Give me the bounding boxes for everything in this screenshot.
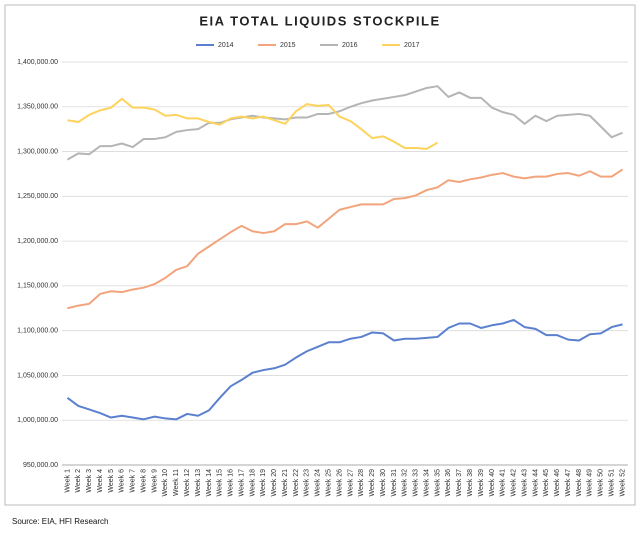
x-tick-label: Week 18 [249,469,256,497]
y-tick-label: 1,250,000.00 [17,193,58,200]
x-tick-label: Week 40 [489,469,496,497]
y-tick-label: 1,050,000.00 [17,372,58,379]
x-tick-label: Week 39 [478,469,485,497]
chart-frame [4,4,636,506]
series-line [67,97,439,150]
legend-label: 2015 [280,42,296,49]
x-tick-label: Week 44 [532,469,539,497]
x-tick-label: Week 23 [304,469,311,497]
y-tick-label: 1,100,000.00 [17,328,58,335]
x-tick-label: Week 42 [511,469,518,497]
x-tick-label: Week 51 [609,469,616,497]
x-tick-label: Week 13 [195,469,202,497]
x-tick-label: Week 25 [326,469,333,497]
x-tick-label: Week 46 [554,469,561,497]
x-tick-label: Week 35 [434,469,441,497]
x-tick-label: Week 41 [500,469,507,497]
x-tick-label: Week 24 [315,469,322,497]
series-line [66,85,623,161]
y-tick-label: 950,000.00 [23,462,58,469]
x-tick-label: Week 6 [119,469,126,493]
x-tick-label: Week 9 [151,469,158,493]
x-tick-label: Week 10 [162,469,169,497]
x-tick-label: Week 17 [238,469,245,497]
x-tick-label: Week 27 [347,469,354,497]
x-tick-label: Week 8 [140,469,147,493]
y-tick-label: 1,350,000.00 [17,104,58,111]
x-tick-label: Week 1 [64,469,71,493]
x-tick-label: Week 26 [336,469,343,497]
x-tick-label: Week 16 [228,469,235,497]
x-tick-label: Week 49 [587,469,594,497]
y-tick-label: 1,300,000.00 [17,148,58,155]
y-tick-label: 1,000,000.00 [17,417,58,424]
x-tick-label: Week 4 [97,469,104,493]
x-tick-label: Week 48 [576,469,583,497]
series-line [66,318,623,421]
x-tick-label: Week 12 [184,469,191,497]
x-tick-label: Week 22 [293,469,300,497]
legend-label: 2016 [342,42,358,49]
x-tick-label: Week 2 [75,469,82,493]
x-tick-label: Week 33 [413,469,420,497]
x-tick-label: Week 37 [456,469,463,497]
x-tick-label: Week 20 [271,469,278,497]
chart-title: EIA TOTAL LIQUIDS STOCKPILE [199,13,440,28]
x-tick-label: Week 19 [260,469,267,497]
y-tick-label: 1,200,000.00 [17,238,58,245]
x-tick-label: Week 21 [282,469,289,497]
legend-label: 2014 [218,42,234,49]
x-tick-label: Week 31 [391,469,398,497]
source-note: Source: EIA, HFI Research [12,517,108,526]
y-tick-label: 1,150,000.00 [17,283,58,290]
x-tick-label: Week 38 [467,469,474,497]
x-tick-label: Week 43 [521,469,528,497]
x-tick-label: Week 36 [445,469,452,497]
x-tick-label: Week 29 [369,469,376,497]
x-tick-label: Week 32 [402,469,409,497]
x-tick-label: Week 14 [206,469,213,497]
x-tick-label: Week 15 [217,469,224,497]
x-tick-label: Week 30 [380,469,387,497]
x-tick-label: Week 7 [130,469,137,493]
series-line [67,168,624,310]
legend-label: 2017 [404,42,420,49]
x-tick-label: Week 28 [358,469,365,497]
x-tick-label: Week 34 [423,469,430,497]
x-tick-label: Week 52 [619,469,626,497]
x-tick-label: Week 5 [108,469,115,493]
x-tick-label: Week 3 [86,469,93,493]
x-tick-label: Week 47 [565,469,572,497]
y-tick-label: 1,400,000.00 [17,59,58,66]
x-tick-label: Week 11 [173,469,180,496]
x-tick-label: Week 45 [543,469,550,497]
x-tick-label: Week 50 [598,469,605,497]
